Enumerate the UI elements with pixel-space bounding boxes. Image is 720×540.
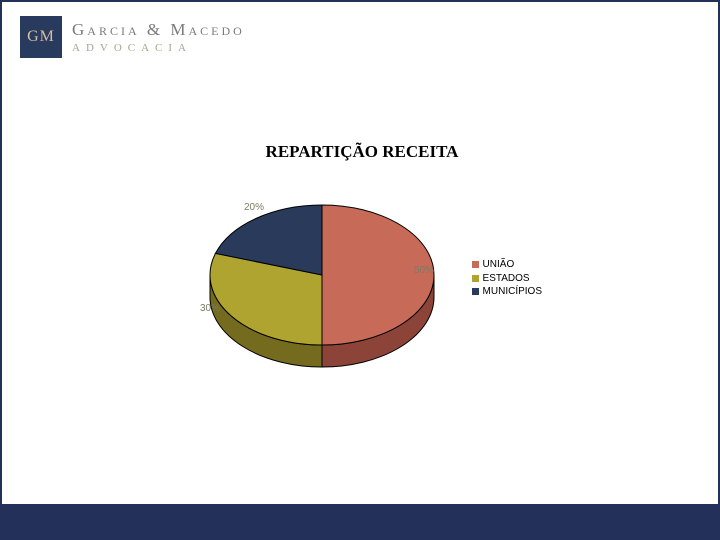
chart-region: REPARTIÇÃO RECEITA 50% 30% 20% UNIÃO EST…: [122, 142, 602, 462]
legend-swatch-0: [472, 261, 479, 268]
brand-name: Garcia & Macedo: [72, 20, 245, 40]
legend-item-0: UNIÃO: [472, 258, 542, 272]
slice-pct-2: 20%: [244, 202, 264, 213]
pie-chart: 50% 30% 20% UNIÃO ESTADOS MUNICÍPIOS: [192, 180, 452, 400]
legend-swatch-2: [472, 288, 479, 295]
slide-frame: GM Garcia & Macedo ADVOCACIA REPARTIÇÃO …: [0, 0, 720, 540]
legend-label-2: MUNICÍPIOS: [483, 285, 542, 299]
brand-text: Garcia & Macedo ADVOCACIA: [72, 20, 245, 54]
brand-logo-initials: GM: [27, 28, 55, 46]
brand-subtitle: ADVOCACIA: [72, 42, 245, 54]
legend-item-2: MUNICÍPIOS: [472, 285, 542, 299]
footer-bar: [2, 504, 718, 538]
slice-pct-1: 30%: [200, 303, 220, 314]
brand-logo: GM: [20, 16, 62, 58]
chart-legend: UNIÃO ESTADOS MUNICÍPIOS: [472, 258, 542, 299]
slice-pct-0: 50%: [414, 265, 434, 276]
legend-label-1: ESTADOS: [483, 272, 530, 286]
pie-svg: [192, 180, 452, 400]
chart-title: REPARTIÇÃO RECEITA: [122, 142, 602, 162]
legend-item-1: ESTADOS: [472, 272, 542, 286]
brand-header: GM Garcia & Macedo ADVOCACIA: [20, 16, 245, 58]
legend-swatch-1: [472, 275, 479, 282]
legend-label-0: UNIÃO: [483, 258, 515, 272]
